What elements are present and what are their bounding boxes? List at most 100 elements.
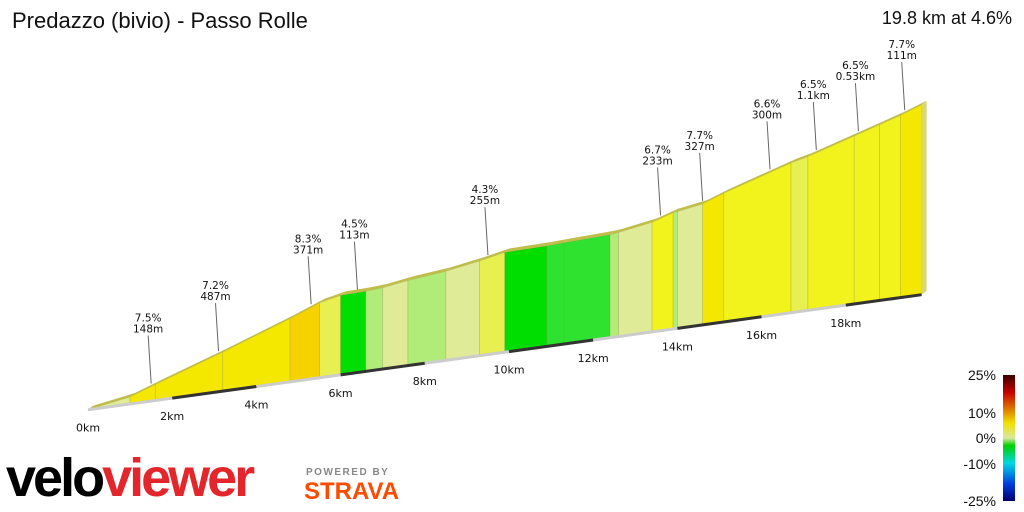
gradient-legend-bar xyxy=(1003,375,1015,501)
segment-top-face xyxy=(445,256,485,272)
annotation-leader-line xyxy=(901,62,906,111)
distance-tick-label: 4km xyxy=(244,398,268,411)
segment-top-face xyxy=(365,283,388,292)
segment-top-face xyxy=(900,100,927,116)
strava-logo: STRAVA xyxy=(304,478,400,505)
segment-top-face xyxy=(807,131,860,157)
annotation-length: 371m xyxy=(293,244,323,256)
segment-top-face xyxy=(340,287,371,296)
annotation-leader-line xyxy=(812,101,817,150)
gradient-segment xyxy=(222,317,291,392)
segment-top-face xyxy=(652,208,679,223)
legend-label: 10% xyxy=(968,405,996,421)
gradient-segment xyxy=(618,221,653,337)
annotation-length: 1.1km xyxy=(797,90,830,102)
segment-top-face xyxy=(155,348,228,385)
distance-axis-band xyxy=(171,384,257,400)
gradient-segment xyxy=(479,251,506,357)
gradient-segment xyxy=(340,290,367,376)
annotation-gradient: 4.3% xyxy=(472,184,499,196)
gradient-segment xyxy=(702,192,725,326)
segment-top-face xyxy=(382,276,413,288)
distance-tick-label: 6km xyxy=(329,387,353,400)
distance-axis-band xyxy=(340,361,426,377)
segment-top-face xyxy=(702,189,729,204)
distance-axis-band xyxy=(256,373,341,388)
segment-top-face xyxy=(723,158,797,194)
segment-top-face xyxy=(319,291,346,303)
annotation-length: 0.53km xyxy=(836,71,876,83)
segment-top-face xyxy=(879,111,906,125)
segment-top-face xyxy=(479,248,510,261)
segment-top-face xyxy=(610,228,624,235)
distance-tick-label: 12km xyxy=(578,352,609,365)
distance-tick-label: 2km xyxy=(160,410,184,423)
gradient-segment xyxy=(790,156,809,314)
segment-top-face xyxy=(290,298,325,319)
annotation-leader-line xyxy=(215,303,220,352)
gradient-segment xyxy=(807,135,855,311)
annotation-gradient: 7.2% xyxy=(202,280,229,292)
gradient-segment xyxy=(546,242,565,347)
distance-tick-label: 14km xyxy=(662,340,693,353)
annotation-leader-line xyxy=(484,207,489,256)
segment-top-face xyxy=(88,392,136,410)
gradient-segment xyxy=(723,162,792,323)
annotation-leader-line xyxy=(353,241,358,290)
gradient-segment xyxy=(289,302,320,383)
annotation-gradient: 8.3% xyxy=(295,233,322,245)
annotation-leader-line xyxy=(854,83,859,132)
gradient-segment xyxy=(900,104,922,299)
legend-label: -10% xyxy=(963,456,996,472)
annotation-length: 300m xyxy=(752,109,782,121)
gradient-segment xyxy=(879,114,901,301)
annotation-length: 233m xyxy=(642,155,672,167)
distance-tick-label: 0km xyxy=(76,422,100,435)
annotation-gradient: 7.7% xyxy=(686,130,713,142)
powered-by-label: POWERED BY xyxy=(306,467,390,478)
annotation-gradient: 4.5% xyxy=(341,219,368,231)
segment-top-face xyxy=(130,380,161,397)
gradient-segment xyxy=(651,212,674,333)
annotation-leader-line xyxy=(657,167,662,216)
segment-top-face xyxy=(618,218,658,233)
segment-top-face xyxy=(673,207,683,213)
segment-top-face xyxy=(407,267,451,281)
gradient-segment xyxy=(407,270,447,367)
distance-tick-label: 18km xyxy=(830,317,861,330)
gradient-segment xyxy=(853,124,880,305)
gradient-segment xyxy=(504,245,548,353)
distance-axis-band xyxy=(845,293,922,307)
distance-axis-band xyxy=(592,326,678,342)
annotation-gradient: 6.7% xyxy=(644,144,671,156)
annotation-leader-line xyxy=(147,335,152,384)
segment-top-face xyxy=(563,230,616,243)
distance-axis-band xyxy=(87,396,173,412)
veloviewer-logo: veloviewer xyxy=(6,448,255,508)
segment-top-face xyxy=(791,152,813,163)
profile-end-face xyxy=(921,100,927,295)
legend-label: 25% xyxy=(968,367,996,383)
gradient-segment xyxy=(563,234,611,345)
annotation-leader-line xyxy=(699,152,704,201)
segment-top-face xyxy=(854,120,885,136)
distance-tick-label: 8km xyxy=(413,375,437,388)
distance-tick-label: 16km xyxy=(746,329,777,342)
distance-axis-band xyxy=(677,315,762,330)
annotation-leader-line xyxy=(766,121,771,170)
annotation-length: 255m xyxy=(470,195,500,207)
annotation-gradient: 6.5% xyxy=(842,60,869,72)
gradient-segment xyxy=(677,203,704,329)
gradient-segment xyxy=(319,294,342,379)
distance-axis-band xyxy=(761,303,847,319)
annotation-gradient: 7.7% xyxy=(888,39,915,51)
gradient-segment xyxy=(365,287,384,372)
annotation-gradient: 6.6% xyxy=(754,98,781,110)
gradient-segment xyxy=(672,211,678,330)
annotation-gradient: 7.5% xyxy=(135,313,162,325)
annotation-gradient: 6.5% xyxy=(800,79,827,91)
annotation-length: 113m xyxy=(339,230,369,242)
distance-axis-band xyxy=(424,350,510,365)
gradient-segment xyxy=(382,279,409,370)
